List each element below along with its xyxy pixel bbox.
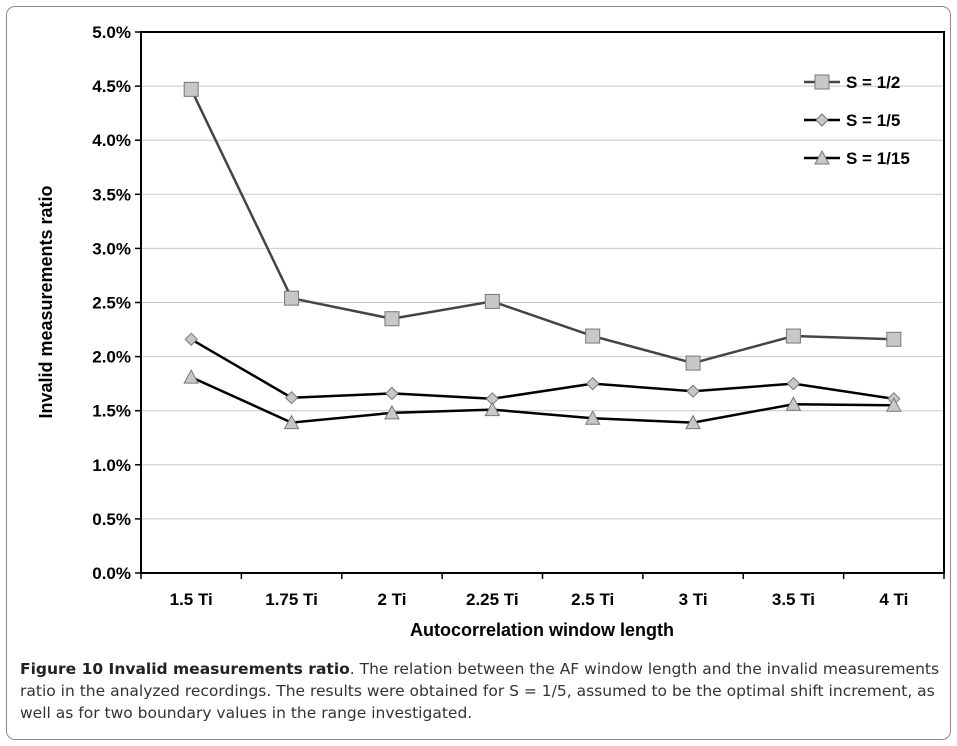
data-point bbox=[685, 414, 701, 430]
legend-label: S = 1/15 bbox=[846, 149, 910, 168]
legend-item: S = 1/15 bbox=[804, 149, 910, 168]
y-tick-label: 0.0% bbox=[92, 564, 131, 583]
data-point bbox=[284, 391, 299, 405]
data-point bbox=[785, 328, 801, 344]
legend-item: S = 1/2 bbox=[804, 73, 900, 92]
data-point bbox=[885, 397, 902, 412]
series-line bbox=[190, 338, 894, 401]
y-axis-title: Invalid measurements ratio bbox=[36, 185, 56, 418]
x-tick-label: 2 Ti bbox=[377, 590, 406, 609]
x-axis-title: Autocorrelation window length bbox=[410, 620, 674, 640]
x-tick-label: 4 Ti bbox=[879, 590, 908, 609]
legend-label: S = 1/2 bbox=[846, 73, 900, 92]
caption-text: . The relation between the AF window len… bbox=[20, 660, 940, 722]
figure-caption: Figure 10 Invalid measurements ratio. Th… bbox=[20, 658, 940, 724]
data-point bbox=[786, 376, 801, 391]
data-point bbox=[584, 410, 601, 425]
legend-label: S = 1/5 bbox=[846, 111, 900, 130]
series-line bbox=[190, 88, 894, 365]
line-chart: 0.0% 0.5% 1.0% 1.5% 2.0% 2.5% 3.0% 3.5% 4.0% 4.5%… bbox=[36, 23, 945, 640]
series-layer bbox=[183, 81, 902, 430]
series-2 bbox=[184, 332, 901, 406]
x-tick-label: 2.25 Ti bbox=[466, 590, 519, 609]
y-tick-label: 4.0% bbox=[92, 131, 131, 150]
gridlines bbox=[141, 85, 944, 520]
x-tick-label: 2.5 Ti bbox=[571, 590, 614, 609]
data-point bbox=[183, 81, 199, 97]
series-1 bbox=[183, 81, 902, 371]
y-tick-label: 0.5% bbox=[92, 510, 131, 529]
data-point bbox=[886, 331, 902, 347]
figure-frame bbox=[6, 6, 951, 740]
data-point bbox=[785, 396, 802, 411]
data-point bbox=[384, 404, 400, 420]
data-point bbox=[385, 386, 399, 401]
y-tick-label: 2.5% bbox=[92, 294, 131, 313]
legend-marker bbox=[815, 113, 829, 127]
y-tick-label: 4.5% bbox=[92, 77, 131, 96]
legend: S = 1/2 S = 1/5 S = 1/15 bbox=[804, 73, 910, 168]
data-point bbox=[384, 311, 400, 327]
y-axis-ticks: 0.0% 0.5% 1.0% 1.5% 2.0% 2.5% 3.0% 3.5% 4.0% 4.5%… bbox=[92, 23, 141, 583]
y-tick-label: 5.0% bbox=[92, 23, 131, 42]
x-tick-label: 3.5 Ti bbox=[772, 590, 815, 609]
x-tick-label: 1.5 Ti bbox=[170, 590, 213, 609]
x-tick-label: 1.75 Ti bbox=[265, 590, 318, 609]
x-tick-label: 3 Ti bbox=[679, 590, 708, 609]
y-tick-label: 1.0% bbox=[92, 456, 131, 475]
y-tick-label: 3.5% bbox=[92, 185, 131, 204]
data-point bbox=[685, 355, 701, 371]
data-point bbox=[183, 369, 200, 384]
y-tick-label: 1.5% bbox=[92, 402, 131, 421]
legend-marker bbox=[814, 74, 830, 90]
x-axis-ticks: 1.5 Ti 1.75 Ti 2 Ti 2.25 Ti 2.5 Ti 3 Ti 3.5 Ti… bbox=[140, 573, 945, 609]
series-3 bbox=[183, 369, 902, 430]
data-point bbox=[484, 293, 500, 309]
data-point bbox=[284, 290, 300, 306]
data-point bbox=[585, 376, 600, 391]
data-point bbox=[184, 332, 198, 346]
data-point bbox=[585, 328, 601, 344]
data-point bbox=[484, 401, 501, 417]
caption-title: Figure 10 Invalid measurements ratio bbox=[20, 660, 350, 678]
y-tick-label: 2.0% bbox=[92, 348, 131, 367]
y-tick-label: 3.0% bbox=[92, 239, 131, 258]
data-point bbox=[686, 384, 700, 398]
legend-item: S = 1/5 bbox=[804, 111, 900, 130]
data-point bbox=[283, 414, 300, 430]
legend-marker bbox=[814, 149, 830, 165]
series-line bbox=[190, 376, 894, 424]
